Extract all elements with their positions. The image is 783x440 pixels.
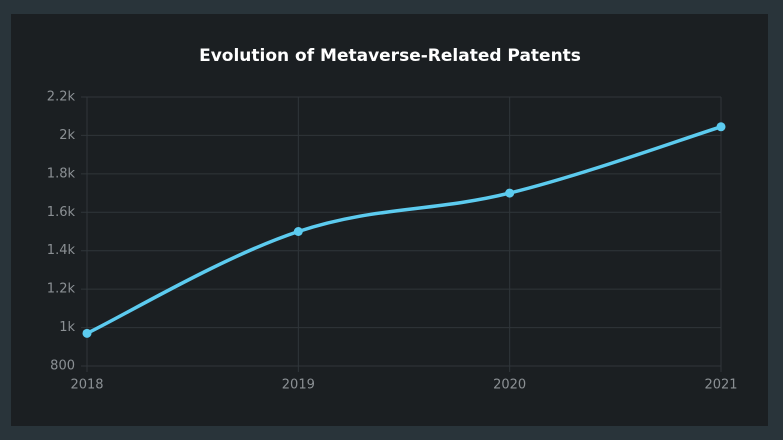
line xyxy=(86,125,722,335)
x-tick-label: 2018 xyxy=(70,378,103,393)
chart-panel xyxy=(11,14,768,426)
point xyxy=(293,227,303,236)
chart-title: Evolution of Metaverse-Related Patents xyxy=(199,46,581,66)
y-tick-label: 1.6k xyxy=(47,205,76,220)
y-tick-label: 800 xyxy=(50,359,75,374)
x-tick-label: 2021 xyxy=(704,378,737,393)
x-tick-label: 2019 xyxy=(282,378,315,393)
point xyxy=(82,328,92,338)
y-tick-label: 1.8k xyxy=(47,166,76,181)
point xyxy=(505,188,515,198)
y-tick-label: 1k xyxy=(59,320,75,335)
y-tick-label: 1.4k xyxy=(47,243,76,258)
y-tick-label: 1.2k xyxy=(47,282,76,297)
y-tick-label: 2k xyxy=(59,128,75,143)
x-tick-label: 2020 xyxy=(493,378,526,393)
point xyxy=(716,122,726,132)
y-tick-label: 2.2k xyxy=(47,90,76,105)
